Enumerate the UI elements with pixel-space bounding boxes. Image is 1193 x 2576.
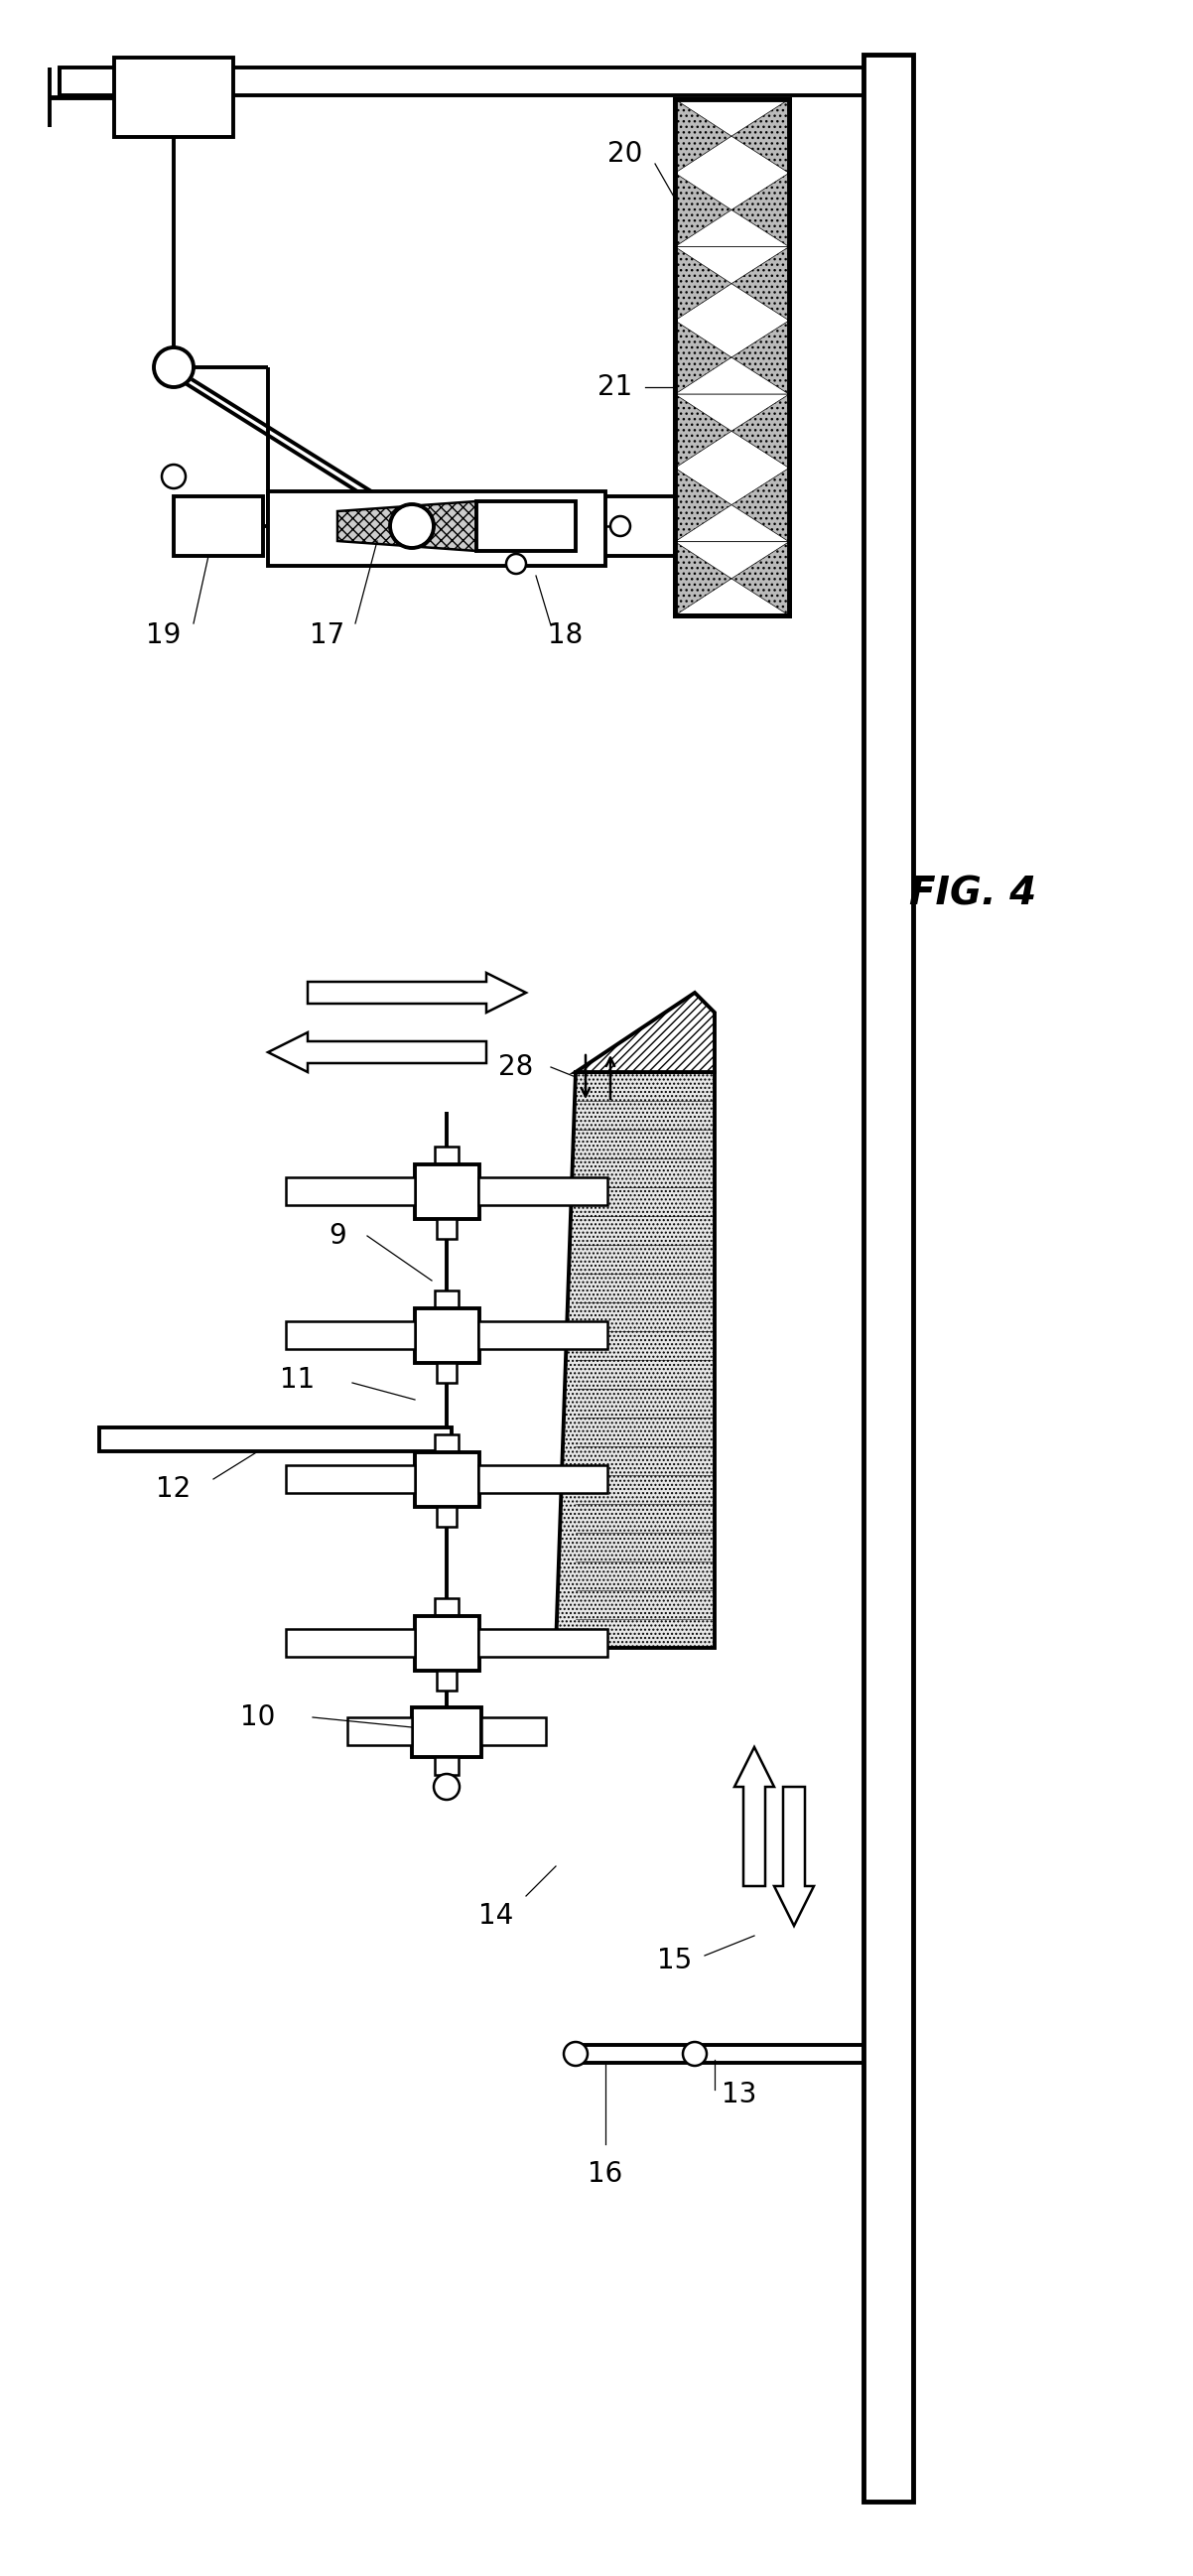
Text: 16: 16: [588, 2161, 623, 2187]
Bar: [576, 2045, 864, 2063]
Circle shape: [682, 2043, 706, 2066]
Bar: [478, 1466, 607, 1494]
Circle shape: [390, 505, 434, 549]
Bar: [437, 1672, 457, 1690]
FancyArrow shape: [308, 974, 526, 1012]
Polygon shape: [675, 100, 789, 137]
Bar: [286, 1628, 415, 1656]
Bar: [347, 1718, 412, 1744]
Bar: [412, 1708, 481, 1757]
Bar: [478, 1321, 607, 1350]
Bar: [60, 67, 864, 95]
FancyArrow shape: [774, 1788, 814, 1927]
Bar: [434, 1291, 458, 1311]
Bar: [437, 1363, 457, 1383]
Polygon shape: [675, 358, 789, 394]
Bar: [476, 502, 576, 551]
Bar: [437, 1218, 457, 1239]
Bar: [268, 492, 605, 567]
Bar: [434, 1597, 458, 1618]
Polygon shape: [675, 247, 789, 283]
Bar: [286, 1321, 415, 1350]
Text: 20: 20: [607, 139, 643, 167]
Polygon shape: [675, 394, 789, 430]
Bar: [286, 1466, 415, 1494]
Circle shape: [564, 2043, 588, 2066]
Polygon shape: [675, 505, 789, 541]
Text: 13: 13: [722, 2081, 758, 2107]
Circle shape: [154, 348, 193, 386]
Bar: [174, 497, 262, 556]
Bar: [415, 1309, 480, 1363]
Text: 18: 18: [549, 621, 583, 649]
Circle shape: [611, 515, 630, 536]
Text: FIG. 4: FIG. 4: [909, 873, 1037, 912]
Text: 17: 17: [310, 621, 345, 649]
Polygon shape: [576, 992, 715, 1072]
Bar: [478, 1628, 607, 1656]
Text: 9: 9: [328, 1221, 346, 1249]
Text: 19: 19: [147, 621, 181, 649]
Circle shape: [506, 554, 526, 574]
Polygon shape: [675, 394, 789, 469]
Text: 14: 14: [478, 1901, 514, 1929]
Circle shape: [434, 1775, 459, 1801]
Polygon shape: [338, 502, 476, 551]
Polygon shape: [556, 1072, 715, 1649]
Circle shape: [162, 464, 186, 489]
FancyArrow shape: [268, 1033, 487, 1072]
Bar: [675, 100, 789, 616]
Bar: [864, 54, 913, 2501]
Polygon shape: [675, 209, 789, 247]
Bar: [478, 1177, 607, 1206]
Polygon shape: [675, 541, 789, 580]
Polygon shape: [675, 469, 789, 541]
Text: 28: 28: [499, 1054, 533, 1082]
Bar: [415, 1164, 480, 1218]
Polygon shape: [675, 541, 789, 616]
Text: 11: 11: [280, 1365, 315, 1394]
Polygon shape: [675, 319, 789, 394]
Text: 12: 12: [156, 1476, 191, 1502]
Text: 15: 15: [657, 1947, 692, 1973]
Bar: [481, 1718, 546, 1744]
Bar: [415, 1453, 480, 1507]
Bar: [415, 1615, 480, 1672]
FancyArrow shape: [735, 1747, 774, 1886]
Bar: [286, 1177, 415, 1206]
Bar: [434, 1757, 458, 1775]
Polygon shape: [675, 173, 789, 247]
Polygon shape: [675, 247, 789, 319]
Text: 21: 21: [598, 374, 632, 402]
Bar: [115, 57, 234, 137]
Bar: [434, 1435, 458, 1455]
Bar: [675, 100, 789, 616]
Text: 10: 10: [241, 1703, 276, 1731]
Bar: [437, 1507, 457, 1528]
Bar: [99, 1427, 452, 1450]
Bar: [434, 1146, 458, 1167]
Polygon shape: [675, 100, 789, 173]
